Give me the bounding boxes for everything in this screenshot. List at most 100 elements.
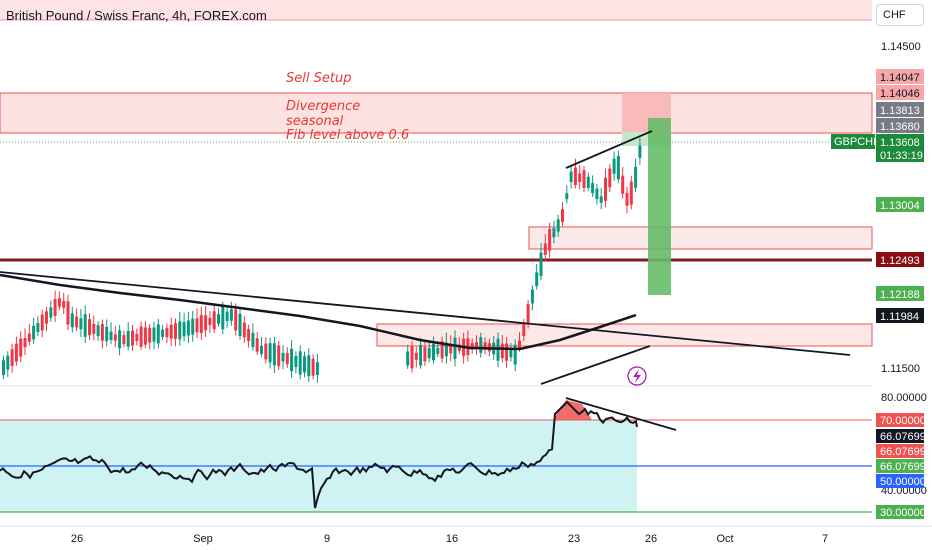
price-label-text: 1.12493: [880, 255, 920, 267]
candle-body: [247, 328, 251, 341]
candle-body: [311, 358, 315, 376]
symbol-tag-text: GBPCHF: [834, 136, 880, 148]
price-label-6: 1.12188: [876, 286, 924, 301]
candle-body: [599, 196, 603, 203]
candle-body: [561, 209, 564, 222]
candle-body: [88, 319, 91, 336]
last-price-text: 1.13608: [880, 137, 920, 149]
candle-body: [277, 345, 281, 366]
drawing-overlay: [0, 130, 851, 385]
candle-body: [535, 272, 539, 287]
candle-body: [229, 309, 233, 321]
candle-body: [45, 311, 48, 324]
candle-body: [595, 188, 599, 200]
candle-body: [2, 360, 5, 376]
price-label-bg: [876, 102, 924, 117]
note-divergence: Divergence: [286, 99, 360, 114]
price-label-text: 1.13813: [880, 105, 920, 117]
candle-body: [165, 327, 169, 338]
candle-body: [290, 348, 294, 372]
rsi-divergence-line: [565, 397, 677, 431]
candle-body: [178, 321, 182, 340]
time-label-1: Sep: [193, 533, 213, 545]
candle-body: [36, 322, 40, 333]
price-label-7: 1.11984: [876, 308, 924, 323]
candle-body: [195, 318, 199, 333]
price-axis[interactable]: 1.14500 1.11500: [881, 41, 921, 375]
candle-body: [591, 183, 595, 194]
lightning-icon[interactable]: [627, 366, 647, 386]
candle-body: [260, 345, 263, 355]
candle-body: [586, 176, 590, 189]
rsi-line: [0, 400, 638, 509]
rsi-tick-80: 80.00000: [881, 392, 927, 404]
rsi-label-bg: [876, 429, 924, 443]
candle-body: [251, 332, 255, 348]
target-box: [648, 118, 671, 295]
price-label-2: 1.13813: [876, 102, 924, 117]
price-label-bg: [876, 286, 924, 301]
candle-body: [543, 243, 547, 255]
price-label-0: 1.14047: [876, 69, 924, 84]
price-label-bg: [876, 69, 924, 84]
candle-body: [616, 155, 620, 180]
candle-body: [75, 316, 79, 328]
candle-body: [427, 347, 431, 359]
candle-body: [552, 228, 556, 238]
candle-body: [131, 330, 134, 346]
rsi-label-4: 50.00000: [876, 474, 926, 488]
candle-body: [225, 311, 229, 321]
candle-body: [548, 229, 552, 251]
candle-body: [212, 311, 216, 330]
candle-body: [255, 338, 259, 352]
currency-button[interactable]: CHF: [876, 4, 924, 26]
candle-body: [191, 318, 195, 335]
price-label-text: 1.12188: [880, 289, 920, 301]
candle-body: [113, 334, 117, 341]
candle-body: [629, 181, 633, 205]
resistance-zone: [0, 92, 873, 134]
lower-zone: [376, 323, 873, 347]
candle-body: [57, 298, 61, 307]
candle-body: [522, 322, 526, 337]
candle-body: [70, 313, 74, 328]
price-label-text: 1.13004: [880, 200, 920, 212]
price-label-bg: [876, 118, 924, 133]
candle-body: [126, 331, 130, 347]
candle-body: [62, 300, 66, 308]
candle-body: [483, 342, 487, 350]
price-label-1: 1.14046: [876, 85, 924, 100]
candle-body: [578, 173, 582, 182]
candle-body: [453, 337, 457, 359]
sell-setup-note: Sell Setup: [286, 71, 351, 86]
candle-body: [49, 307, 53, 318]
price-tick-1: 1.14500: [881, 41, 921, 53]
price-label-bg: [876, 252, 924, 267]
price-label-4: 1.13004: [876, 197, 924, 212]
candle-body: [272, 343, 276, 366]
candle-body: [565, 193, 569, 200]
time-axis[interactable]: 26 Sep 9 16 23 26 Oct 7: [0, 525, 932, 545]
rsi-label-5: 30.00000: [876, 505, 926, 519]
trendline-support: [540, 345, 651, 385]
candle-body: [608, 168, 612, 188]
candle-body: [79, 318, 83, 330]
candle-body: [92, 323, 96, 334]
candle-body: [423, 346, 427, 362]
candle-body: [569, 171, 573, 182]
trendline-down: [0, 271, 851, 356]
price-label-text: 1.14046: [880, 88, 920, 100]
rsi-label-3: 66.07699: [876, 459, 926, 473]
candle-body: [139, 326, 143, 347]
candle-body: [625, 192, 629, 206]
candle-body: [152, 327, 156, 342]
rsi-label-text: 30.00000: [880, 507, 926, 519]
candle-body: [14, 343, 18, 362]
price-labels: 1.14047 1.14046 1.13813 1.13680 1.13004 1.124…: [831, 69, 924, 323]
candle-body: [307, 355, 311, 377]
candle-body: [83, 314, 87, 337]
time-label-6: Oct: [716, 533, 733, 545]
candle-body: [638, 145, 642, 158]
